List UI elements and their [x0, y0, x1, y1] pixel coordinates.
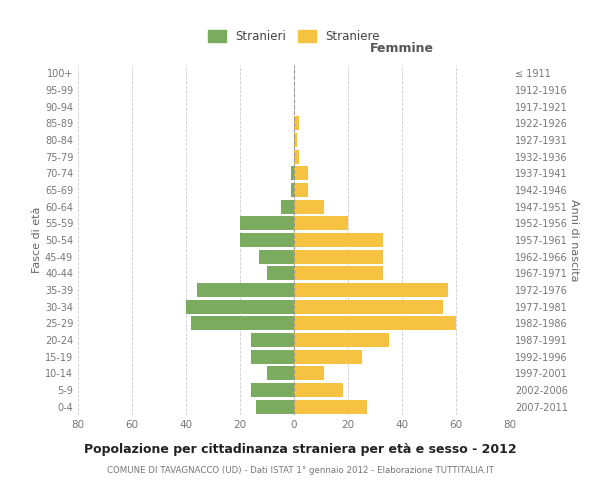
Bar: [294, 150, 299, 164]
Text: Popolazione per cittadinanza straniera per età e sesso - 2012: Popolazione per cittadinanza straniera p…: [83, 442, 517, 456]
Bar: [267, 266, 294, 280]
Bar: [294, 316, 456, 330]
Bar: [259, 250, 294, 264]
Bar: [294, 283, 448, 297]
Bar: [294, 250, 383, 264]
Legend: Stranieri, Straniere: Stranieri, Straniere: [203, 26, 385, 48]
Bar: [294, 200, 324, 214]
Bar: [294, 216, 348, 230]
Bar: [294, 266, 383, 280]
Y-axis label: Fasce di età: Fasce di età: [32, 207, 42, 273]
Bar: [240, 233, 294, 247]
Bar: [281, 200, 294, 214]
Text: COMUNE DI TAVAGNACCO (UD) - Dati ISTAT 1° gennaio 2012 - Elaborazione TUTTITALIA: COMUNE DI TAVAGNACCO (UD) - Dati ISTAT 1…: [107, 466, 493, 475]
Bar: [294, 116, 299, 130]
Bar: [197, 283, 294, 297]
Bar: [251, 333, 294, 347]
Bar: [240, 216, 294, 230]
Text: Femmine: Femmine: [370, 42, 434, 54]
Bar: [267, 366, 294, 380]
Bar: [294, 350, 361, 364]
Bar: [251, 383, 294, 397]
Bar: [294, 366, 324, 380]
Bar: [294, 133, 296, 147]
Bar: [294, 300, 443, 314]
Bar: [251, 350, 294, 364]
Bar: [292, 183, 294, 197]
Bar: [294, 333, 389, 347]
Bar: [256, 400, 294, 414]
Bar: [186, 300, 294, 314]
Bar: [292, 166, 294, 180]
Bar: [294, 400, 367, 414]
Bar: [294, 233, 383, 247]
Bar: [191, 316, 294, 330]
Y-axis label: Anni di nascita: Anni di nascita: [569, 198, 579, 281]
Bar: [294, 166, 308, 180]
Bar: [294, 383, 343, 397]
Bar: [294, 183, 308, 197]
